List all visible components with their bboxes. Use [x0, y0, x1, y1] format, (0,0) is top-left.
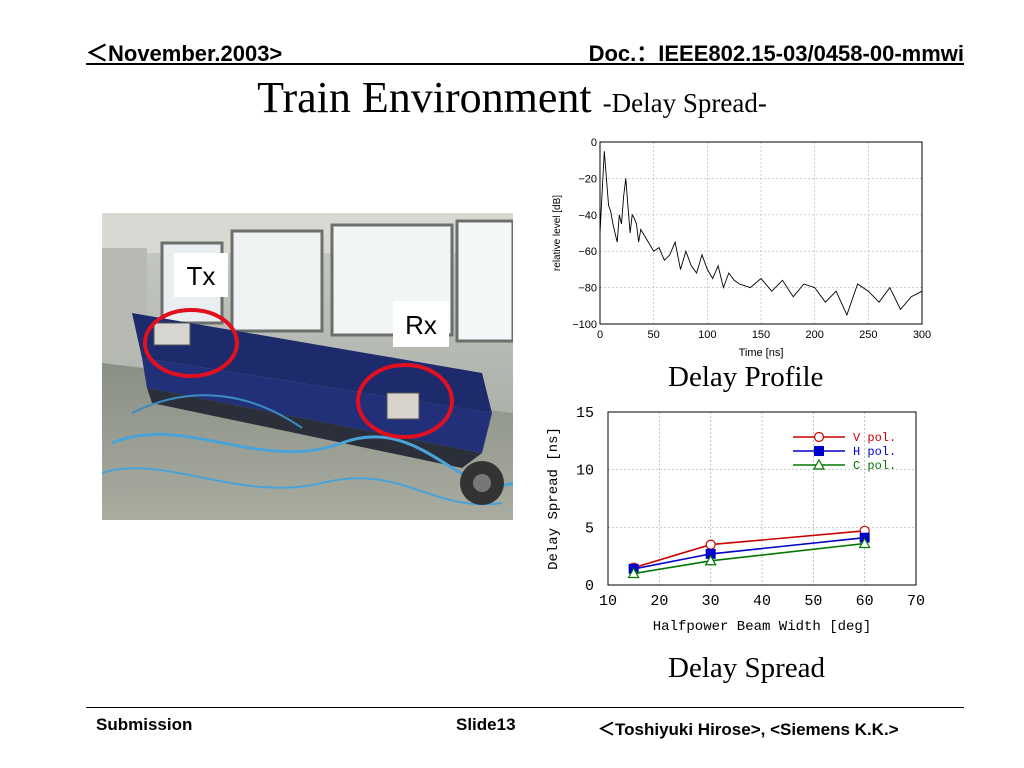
y-tick-label: −60: [578, 246, 597, 258]
x-tick-label: 70: [907, 593, 925, 610]
title-subtitle: -Delay Spread-: [602, 88, 767, 118]
delay-profile-series: [599, 151, 923, 317]
header-date: ＜November.2003>: [86, 41, 283, 66]
y-tick-label: 15: [576, 405, 594, 422]
delay-spread-chart: 10 20 30 40 50 60 70 0 5 10 15 V pol.H pol.C pol. Ha…: [546, 405, 925, 635]
y-tick-label: −20: [578, 173, 597, 185]
x-tick-label: 300: [913, 329, 931, 341]
delay-profile-chart: 0 50 100 150 200 250 300 −100 −80 −60 −40 −20 0 Time …: [552, 137, 931, 359]
legend-marker: [812, 458, 826, 470]
x-tick-label: 150: [752, 329, 770, 341]
y-tick-label: 0: [591, 137, 597, 149]
tx-label: Tx: [187, 261, 216, 291]
train-interior-photo: Tx Rx: [102, 213, 513, 520]
x-tick-label: 60: [856, 593, 874, 610]
x-tick-label: 50: [648, 329, 660, 341]
caption-delay-profile: Delay Profile: [668, 361, 824, 393]
series-1-point: [705, 539, 716, 550]
y-tick-label: 5: [585, 520, 594, 537]
legend-label: H pol.: [853, 445, 896, 459]
plot-frame: [607, 411, 917, 586]
x-axis-label: Halfpower Beam Width [deg]: [653, 619, 871, 635]
header-doc-id: Doc.：IEEE802.15-03/0458-00-mmwi: [588, 41, 964, 66]
x-axis-label: Time [ns]: [739, 347, 784, 359]
x-tick-label: 40: [753, 593, 771, 610]
footer-slide-number: Slide13: [456, 715, 516, 734]
y-tick-label: −40: [578, 210, 597, 222]
x-tick-label: 30: [702, 593, 720, 610]
y-tick-label: 0: [585, 578, 594, 595]
footer-submission: Submission: [96, 715, 193, 734]
legend-label: V pol.: [853, 431, 896, 445]
footer-rule: [86, 707, 964, 708]
y-tick-label: 10: [576, 463, 594, 480]
legend-marker: [814, 446, 824, 456]
x-tick-label: 20: [650, 593, 668, 610]
series-3-point: [704, 554, 717, 566]
x-tick-label: 200: [805, 329, 823, 341]
caption-delay-spread: Delay Spread: [668, 652, 826, 684]
title-main: Train Environment: [257, 73, 603, 122]
y-axis-label: Delay Spread [ns]: [546, 427, 562, 570]
footer-author: ＜Toshiyuki Hirose>, <Siemens K.K.>: [598, 720, 899, 739]
series-line-2: [633, 536, 865, 570]
series-line-3: [633, 542, 865, 575]
y-tick-label: −100: [572, 319, 597, 331]
x-tick-label: 250: [859, 329, 877, 341]
y-tick-label: −80: [578, 283, 597, 295]
slide-title: Train Environment -Delay Spread-: [0, 72, 1024, 123]
legend-marker: [813, 431, 825, 443]
rx-label: Rx: [405, 310, 437, 340]
x-tick-label: 50: [804, 593, 822, 610]
series-3-point: [858, 537, 871, 549]
y-axis-label: relative level [dB]: [552, 195, 563, 271]
legend-label: C pol.: [853, 459, 896, 473]
tx-marker: [143, 308, 239, 378]
header-rule: [86, 63, 964, 65]
x-tick-label: 100: [698, 329, 716, 341]
x-tick-label: 0: [597, 329, 603, 341]
x-tick-label: 10: [599, 593, 617, 610]
series-3-point: [627, 567, 640, 579]
rx-marker: [356, 363, 454, 439]
